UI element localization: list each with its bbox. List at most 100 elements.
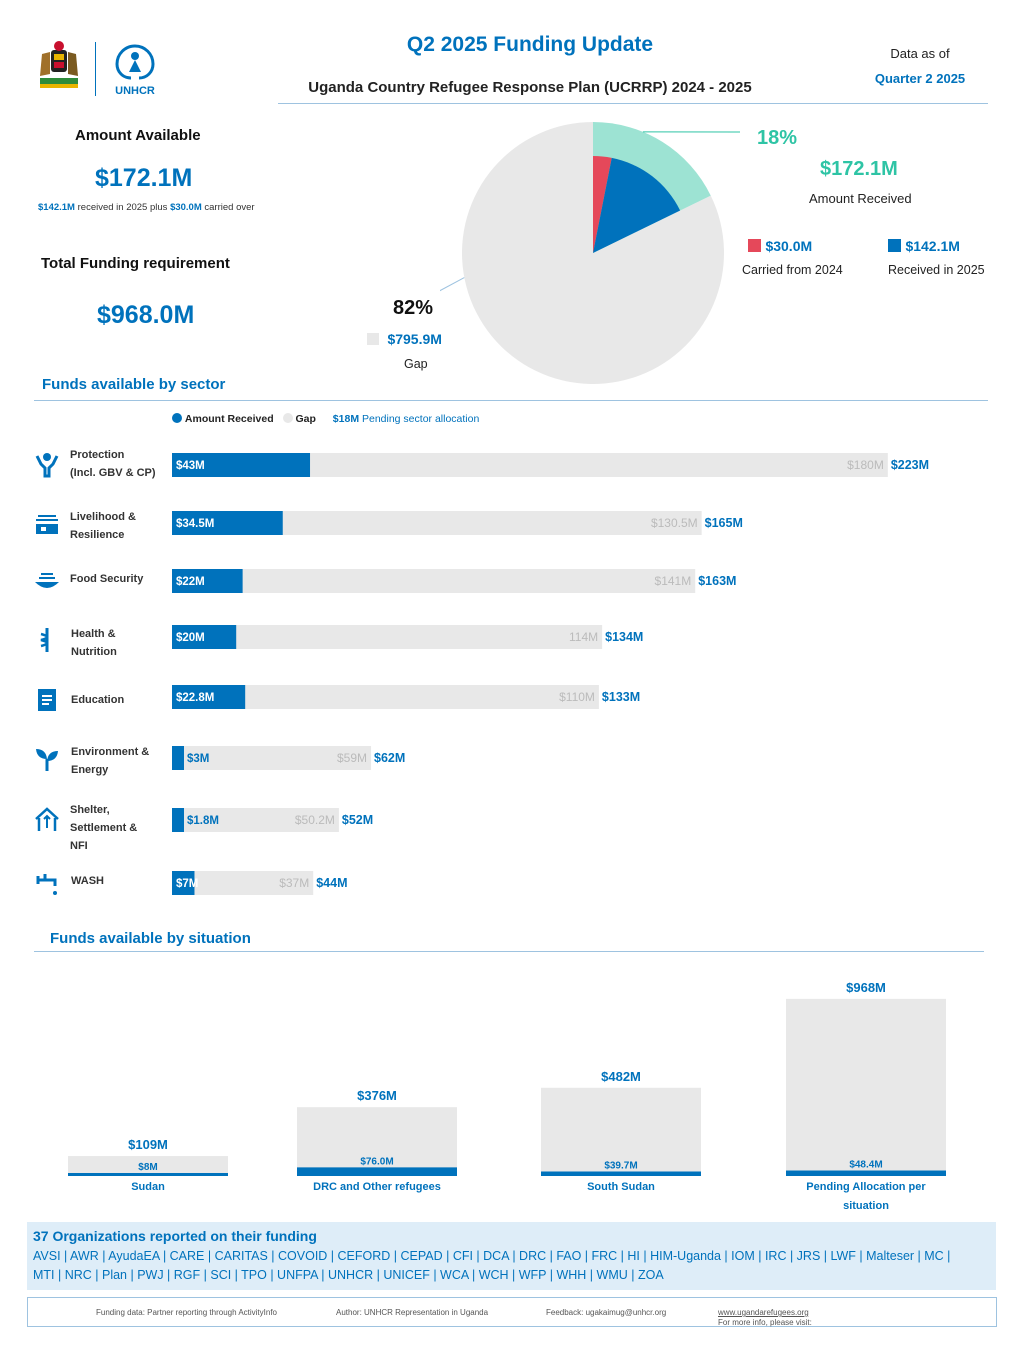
situation-category-label: DRC and Other refugees <box>313 1181 441 1193</box>
sector-received-label: $22M <box>176 576 205 588</box>
situation-total-label: $482M <box>601 1069 641 1084</box>
sector-received-label: $7M <box>176 878 198 890</box>
legend-gap: $795.9M <box>367 331 442 349</box>
sector-total-label: $134M <box>605 630 643 644</box>
health-icon <box>40 628 49 652</box>
sector-bar-row: $34.5M $130.5M $165M <box>172 511 743 535</box>
pie-received-pct: 18% <box>757 127 798 149</box>
situation-bar-total <box>297 1107 457 1176</box>
legend-carried: $30.0M <box>748 238 812 256</box>
sector-bar-row: $7M $37M $44M <box>172 871 348 895</box>
sector-bar-row: $43M $180M $223M <box>172 453 929 477</box>
legend-received2025-label: Received in 2025 <box>888 263 985 277</box>
situation-total-label: $376M <box>357 1088 397 1103</box>
situation-received-label: $39.7M <box>604 1160 637 1171</box>
page-subtitle: Uganda Country Refugee Response Plan (UC… <box>308 79 752 96</box>
sector-bar-gap <box>172 569 696 593</box>
sector-gap-label: $130.5M <box>651 516 698 530</box>
pie-received-value: $172.1M <box>820 158 898 180</box>
situation-bar-received <box>297 1167 457 1176</box>
situation-section-rule <box>34 951 984 952</box>
sector-label-shelter: Shelter, Settlement & NFI <box>70 804 138 852</box>
wash-icon <box>36 874 57 895</box>
sector-bar-chart: $43M $180M $223M $34.5M $130.5M $165M $22M $141… <box>172 453 929 895</box>
sector-gap-label: 114M <box>569 630 598 644</box>
carried-over-text: carried over <box>204 202 255 213</box>
data-as-of-label: Data as of <box>890 46 950 61</box>
footer-url-link[interactable]: www.ugandarefugees.org <box>718 1308 809 1317</box>
footer-funding-data: Funding data: Partner reporting through … <box>96 1308 277 1317</box>
sector-gap-label: $180M <box>847 458 884 472</box>
sector-bar-row: $22M $141M $163M <box>172 569 736 593</box>
sector-gap-label: $50.2M <box>295 813 335 827</box>
sector-legend: Amount Received Gap $18M Pending sector … <box>172 413 479 425</box>
data-as-of-value: Quarter 2 2025 <box>874 71 966 86</box>
situation-received-label: $48.4M <box>849 1160 882 1171</box>
sector-bar-gap <box>172 746 372 770</box>
footer-author: Author: UNHCR Representation in Uganda <box>336 1308 489 1317</box>
total-requirement-label: Total Funding requirement <box>41 255 230 272</box>
sector-total-label: $223M <box>891 458 929 472</box>
organizations-line-1: AVSI | AWR | AyudaEA | CARE | CARITAS | … <box>33 1249 951 1263</box>
pie-leader-gap <box>440 277 465 292</box>
sector-label-environment: Environment & Energy <box>71 746 150 776</box>
sector-received-label: $22.8M <box>176 692 214 704</box>
coat-of-arms-icon <box>40 41 78 88</box>
footer: Funding data: Partner reporting through … <box>27 1297 997 1327</box>
footer-feedback: Feedback: ugakaimug@unhcr.org <box>546 1308 667 1317</box>
situation-bar-group: $109M $8M Sudan <box>68 1137 228 1193</box>
sector-label-health: Health & Nutrition <box>71 628 117 658</box>
sector-bar-received <box>172 871 195 895</box>
situation-bar-received <box>68 1173 228 1176</box>
sector-section-rule <box>34 400 988 401</box>
unhcr-logo: UNHCR <box>107 42 163 97</box>
situation-bar-total <box>541 1087 701 1176</box>
sector-bar-received <box>172 685 246 709</box>
situation-bar-chart: $109M $8M Sudan $376M $76.0M DRC and Other re… <box>68 980 946 1212</box>
legend-gap-text: Gap <box>295 413 316 425</box>
received-2025-value: $142.1M <box>38 202 75 213</box>
sector-bar-received <box>172 625 237 649</box>
sector-total-label: $62M <box>374 751 405 765</box>
pie-slice-received-2025 <box>593 157 681 253</box>
sector-received-label: $43M <box>176 460 205 472</box>
environment-icon <box>36 749 58 771</box>
sector-bar-row: $1.8M $50.2M $52M <box>172 808 373 832</box>
legend-received-dot <box>172 413 182 423</box>
situation-bar-group: $376M $76.0M DRC and Other refugees <box>297 1088 457 1193</box>
situation-category-label: South Sudan <box>587 1181 655 1193</box>
situation-total-label: $109M <box>128 1137 168 1152</box>
sector-bar-gap <box>172 625 603 649</box>
sector-bar-gap <box>172 808 339 832</box>
situation-bar-total <box>68 1156 228 1176</box>
sector-label-food: Food Security <box>70 573 144 585</box>
sector-section-title: Funds available by sector <box>42 376 226 393</box>
sector-total-label: $163M <box>698 574 736 588</box>
situation-bar-group: $968M $48.4M Pending Allocation per situati… <box>786 980 946 1212</box>
sector-received-label: $34.5M <box>176 518 214 530</box>
education-icon <box>38 689 56 711</box>
organizations-box: 37 Organizations reported on their fundi… <box>27 1222 996 1290</box>
legend-received2025: $142.1M <box>888 238 960 256</box>
organizations-title: 37 Organizations reported on their fundi… <box>33 1228 317 1244</box>
sector-bar-row: $3M $59M $62M <box>172 746 405 770</box>
carried-over-value: $30.0M <box>170 202 202 213</box>
legend-received2025-swatch <box>888 239 901 252</box>
sector-gap-label: $141M <box>655 574 692 588</box>
situation-category-label: Pending Allocation per <box>806 1181 926 1193</box>
sector-total-label: $44M <box>316 876 347 890</box>
sector-label-education: Education <box>71 694 125 706</box>
legend-received-label: Amount Received <box>184 413 274 425</box>
sector-received-label: $1.8M <box>187 815 219 827</box>
food-icon <box>35 573 59 588</box>
received-breakdown: $142.1M received in 2025 plus $30.0M car… <box>38 202 255 213</box>
legend-received2025-value: $142.1M <box>905 238 960 254</box>
organizations-line-2: MTI | NRC | Plan | PWJ | RGF | SCI | TPO… <box>33 1268 664 1282</box>
sector-gap-label: $37M <box>279 876 309 890</box>
sector-label-livelihood: Livelihood & Resilience <box>70 511 136 541</box>
header-rule <box>278 103 988 104</box>
sector-total-label: $133M <box>602 690 640 704</box>
situation-category-label: Sudan <box>131 1181 165 1193</box>
situation-section-title: Funds available by situation <box>50 930 251 947</box>
situation-received-label: $8M <box>138 1162 157 1173</box>
